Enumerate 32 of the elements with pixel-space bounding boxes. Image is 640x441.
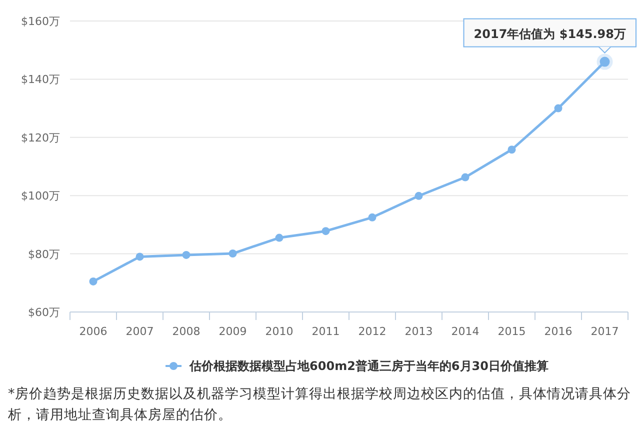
point — [414, 192, 423, 200]
y-tick-label: $80万 — [28, 248, 60, 261]
y-tick-label: $60万 — [28, 306, 60, 319]
point — [228, 250, 237, 258]
x-tick-label: 2006 — [79, 325, 108, 338]
x-tick-label: 2017 — [590, 325, 619, 338]
x-tick-label: 2011 — [312, 325, 340, 338]
x-tick-label: 2016 — [544, 325, 572, 338]
point — [89, 277, 98, 286]
annotation: 2017年估值为 $145.98万 — [474, 26, 626, 41]
x-tick-label: 2012 — [358, 325, 386, 338]
text: *房价趋势是根据历史数据以及机器学习模型计算得出根据学校周边校区内的估值，具体情况请具体分析，请用地址查询具体房屋的估价。 — [8, 385, 632, 425]
x-tick-label: 2010 — [265, 325, 294, 338]
y-tick-label: $120万 — [21, 131, 60, 144]
point — [322, 227, 330, 236]
y-tick-label: $100万 — [21, 190, 60, 203]
y-tick-label: $140万 — [21, 73, 60, 86]
x-tick-label: 2015 — [498, 325, 526, 338]
x-tick-label: 2009 — [218, 325, 247, 338]
legend-label: 估价根据数据模型占地600m2普通三房于当年的6月30日价值推算 — [188, 359, 548, 373]
x-tick-label: 2013 — [404, 325, 433, 338]
x-tick-label: 2007 — [126, 325, 154, 338]
point — [461, 173, 470, 182]
point — [182, 250, 190, 259]
point — [368, 213, 376, 222]
point — [136, 252, 144, 261]
x-tick-label: 2014 — [451, 325, 480, 338]
x-tick-label: 2008 — [172, 325, 200, 338]
point — [508, 146, 516, 154]
point — [275, 234, 284, 242]
point — [554, 104, 562, 112]
y-tick-label: $160万 — [21, 15, 60, 28]
